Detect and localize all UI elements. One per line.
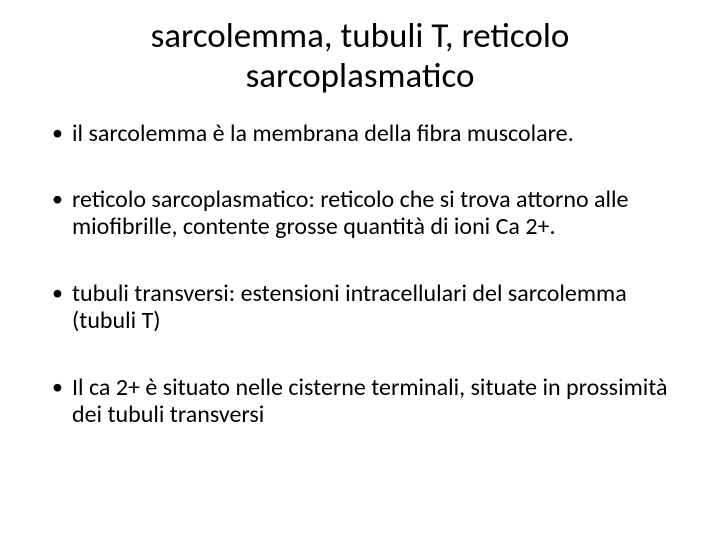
- list-item: tubuli transversi: estensioni intracellu…: [52, 281, 682, 335]
- slide-title: sarcolemma, tubuli T, reticolo sarcoplas…: [38, 16, 682, 97]
- list-item: il sarcolemma è la membrana della fibra …: [52, 121, 682, 148]
- list-item: Il ca 2+ è situato nelle cisterne termin…: [52, 375, 682, 429]
- list-item: reticolo sarcoplasmatico: reticolo che s…: [52, 187, 682, 241]
- bullet-list: il sarcolemma è la membrana della fibra …: [38, 121, 682, 429]
